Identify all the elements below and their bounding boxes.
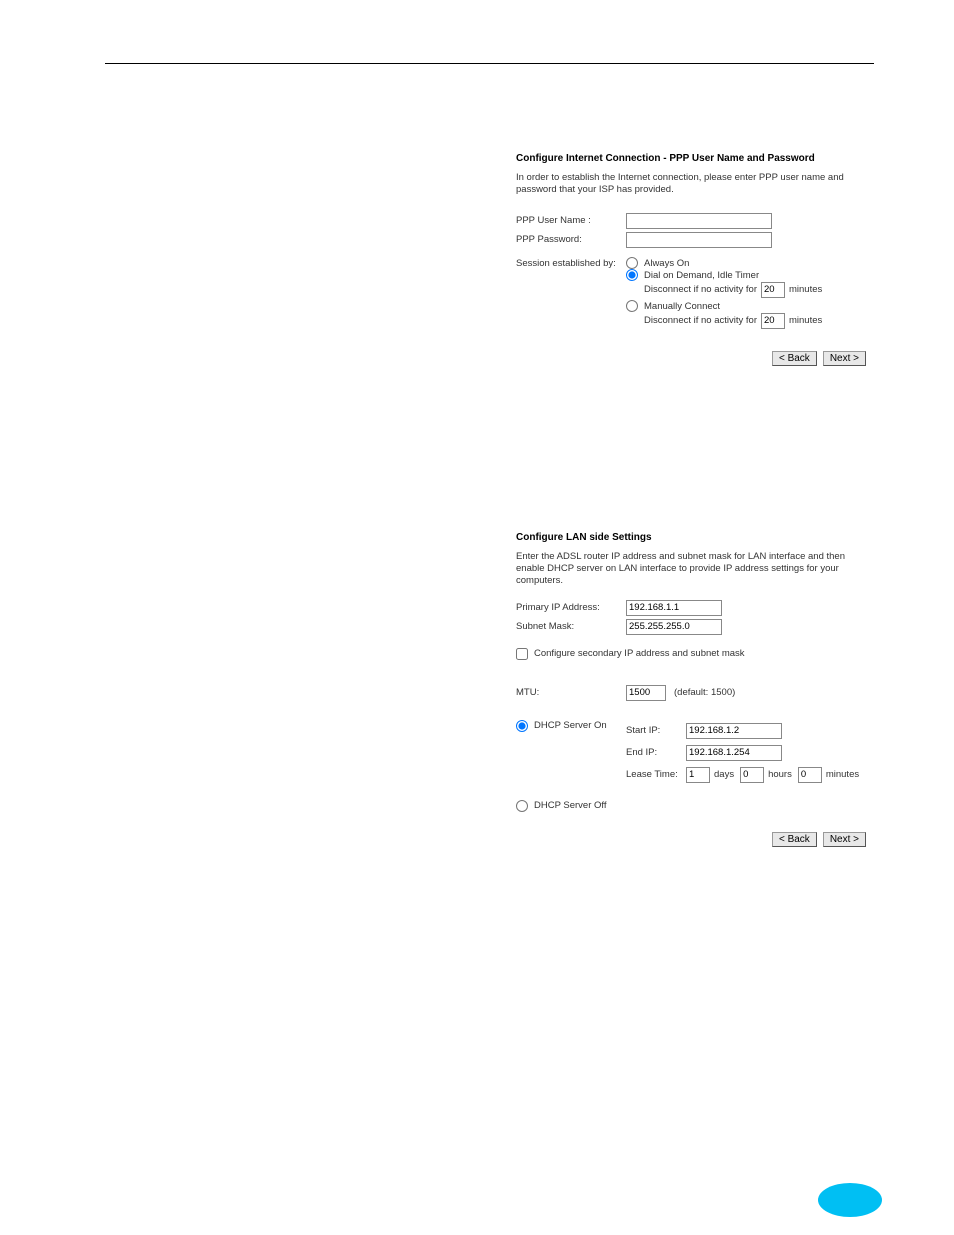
lease-hours-label: hours <box>768 769 792 780</box>
lease-label: Lease Time: <box>626 769 686 780</box>
subnet-input[interactable] <box>626 619 722 635</box>
session-dial-label: Dial on Demand, Idle Timer <box>644 269 759 281</box>
session-manual-label: Manually Connect <box>644 300 720 312</box>
primary-ip-row: Primary IP Address: <box>516 600 866 616</box>
lease-days-input[interactable] <box>686 767 710 783</box>
lan-next-button[interactable]: Next > <box>823 832 866 847</box>
ppp-config-panel: Configure Internet Connection - PPP User… <box>516 153 866 366</box>
mtu-row: MTU: (default: 1500) <box>516 685 866 701</box>
session-dial-radio[interactable] <box>626 269 638 281</box>
secondary-ip-row: Configure secondary IP address and subne… <box>516 648 866 660</box>
lan-title: Configure LAN side Settings <box>516 532 866 543</box>
dhcp-on-label: DHCP Server On <box>534 720 607 731</box>
lease-minutes-label: minutes <box>826 769 859 780</box>
ppp-password-row: PPP Password: <box>516 232 866 248</box>
subnet-label: Subnet Mask: <box>516 621 626 632</box>
manual-disconnect-prefix: Disconnect if no activity for <box>644 315 757 326</box>
mtu-hint: (default: 1500) <box>674 687 735 698</box>
page: Configure Internet Connection - PPP User… <box>0 0 954 1235</box>
session-always-radio[interactable] <box>626 257 638 269</box>
ppp-next-button[interactable]: Next > <box>823 351 866 366</box>
dhcp-off-row: DHCP Server Off <box>516 800 866 812</box>
lease-minutes-input[interactable] <box>798 767 822 783</box>
dhcp-on-radio[interactable] <box>516 720 528 732</box>
header-rule <box>105 63 874 64</box>
ppp-username-input[interactable] <box>626 213 772 229</box>
dhcp-off-label: DHCP Server Off <box>534 800 607 811</box>
primary-ip-label: Primary IP Address: <box>516 602 626 613</box>
session-label: Session established by: <box>516 257 626 269</box>
end-ip-input[interactable] <box>686 745 782 761</box>
ppp-password-label: PPP Password: <box>516 234 626 245</box>
lan-desc: Enter the ADSL router IP address and sub… <box>516 551 866 587</box>
dhcp-off-radio[interactable] <box>516 800 528 812</box>
dial-timeout-input[interactable] <box>761 282 785 298</box>
dhcp-on-row: DHCP Server On Start IP: End IP: Lease T… <box>516 720 866 783</box>
start-ip-label: Start IP: <box>626 725 686 736</box>
manual-disconnect-suffix: minutes <box>789 315 822 326</box>
secondary-ip-label: Configure secondary IP address and subne… <box>534 648 745 659</box>
lease-hours-input[interactable] <box>740 767 764 783</box>
end-ip-label: End IP: <box>626 747 686 758</box>
lan-back-button[interactable]: < Back <box>772 832 817 847</box>
primary-ip-input[interactable] <box>626 600 722 616</box>
ppp-back-button[interactable]: < Back <box>772 351 817 366</box>
mtu-input[interactable] <box>626 685 666 701</box>
dial-disconnect-suffix: minutes <box>789 284 822 295</box>
manual-timeout-input[interactable] <box>761 313 785 329</box>
start-ip-input[interactable] <box>686 723 782 739</box>
mtu-label: MTU: <box>516 687 626 698</box>
ppp-username-row: PPP User Name : <box>516 213 866 229</box>
lan-config-panel: Configure LAN side Settings Enter the AD… <box>516 532 866 847</box>
subnet-row: Subnet Mask: <box>516 619 866 635</box>
secondary-ip-checkbox[interactable] <box>516 648 528 660</box>
session-always-label: Always On <box>644 257 689 269</box>
session-manual-radio[interactable] <box>626 300 638 312</box>
ppp-title: Configure Internet Connection - PPP User… <box>516 153 866 164</box>
ppp-password-input[interactable] <box>626 232 772 248</box>
session-row: Session established by: Always On Dial o… <box>516 257 866 331</box>
ppp-username-label: PPP User Name : <box>516 215 626 226</box>
ppp-desc: In order to establish the Internet conne… <box>516 172 866 196</box>
dial-disconnect-prefix: Disconnect if no activity for <box>644 284 757 295</box>
page-badge <box>818 1183 882 1217</box>
lease-days-label: days <box>714 769 734 780</box>
